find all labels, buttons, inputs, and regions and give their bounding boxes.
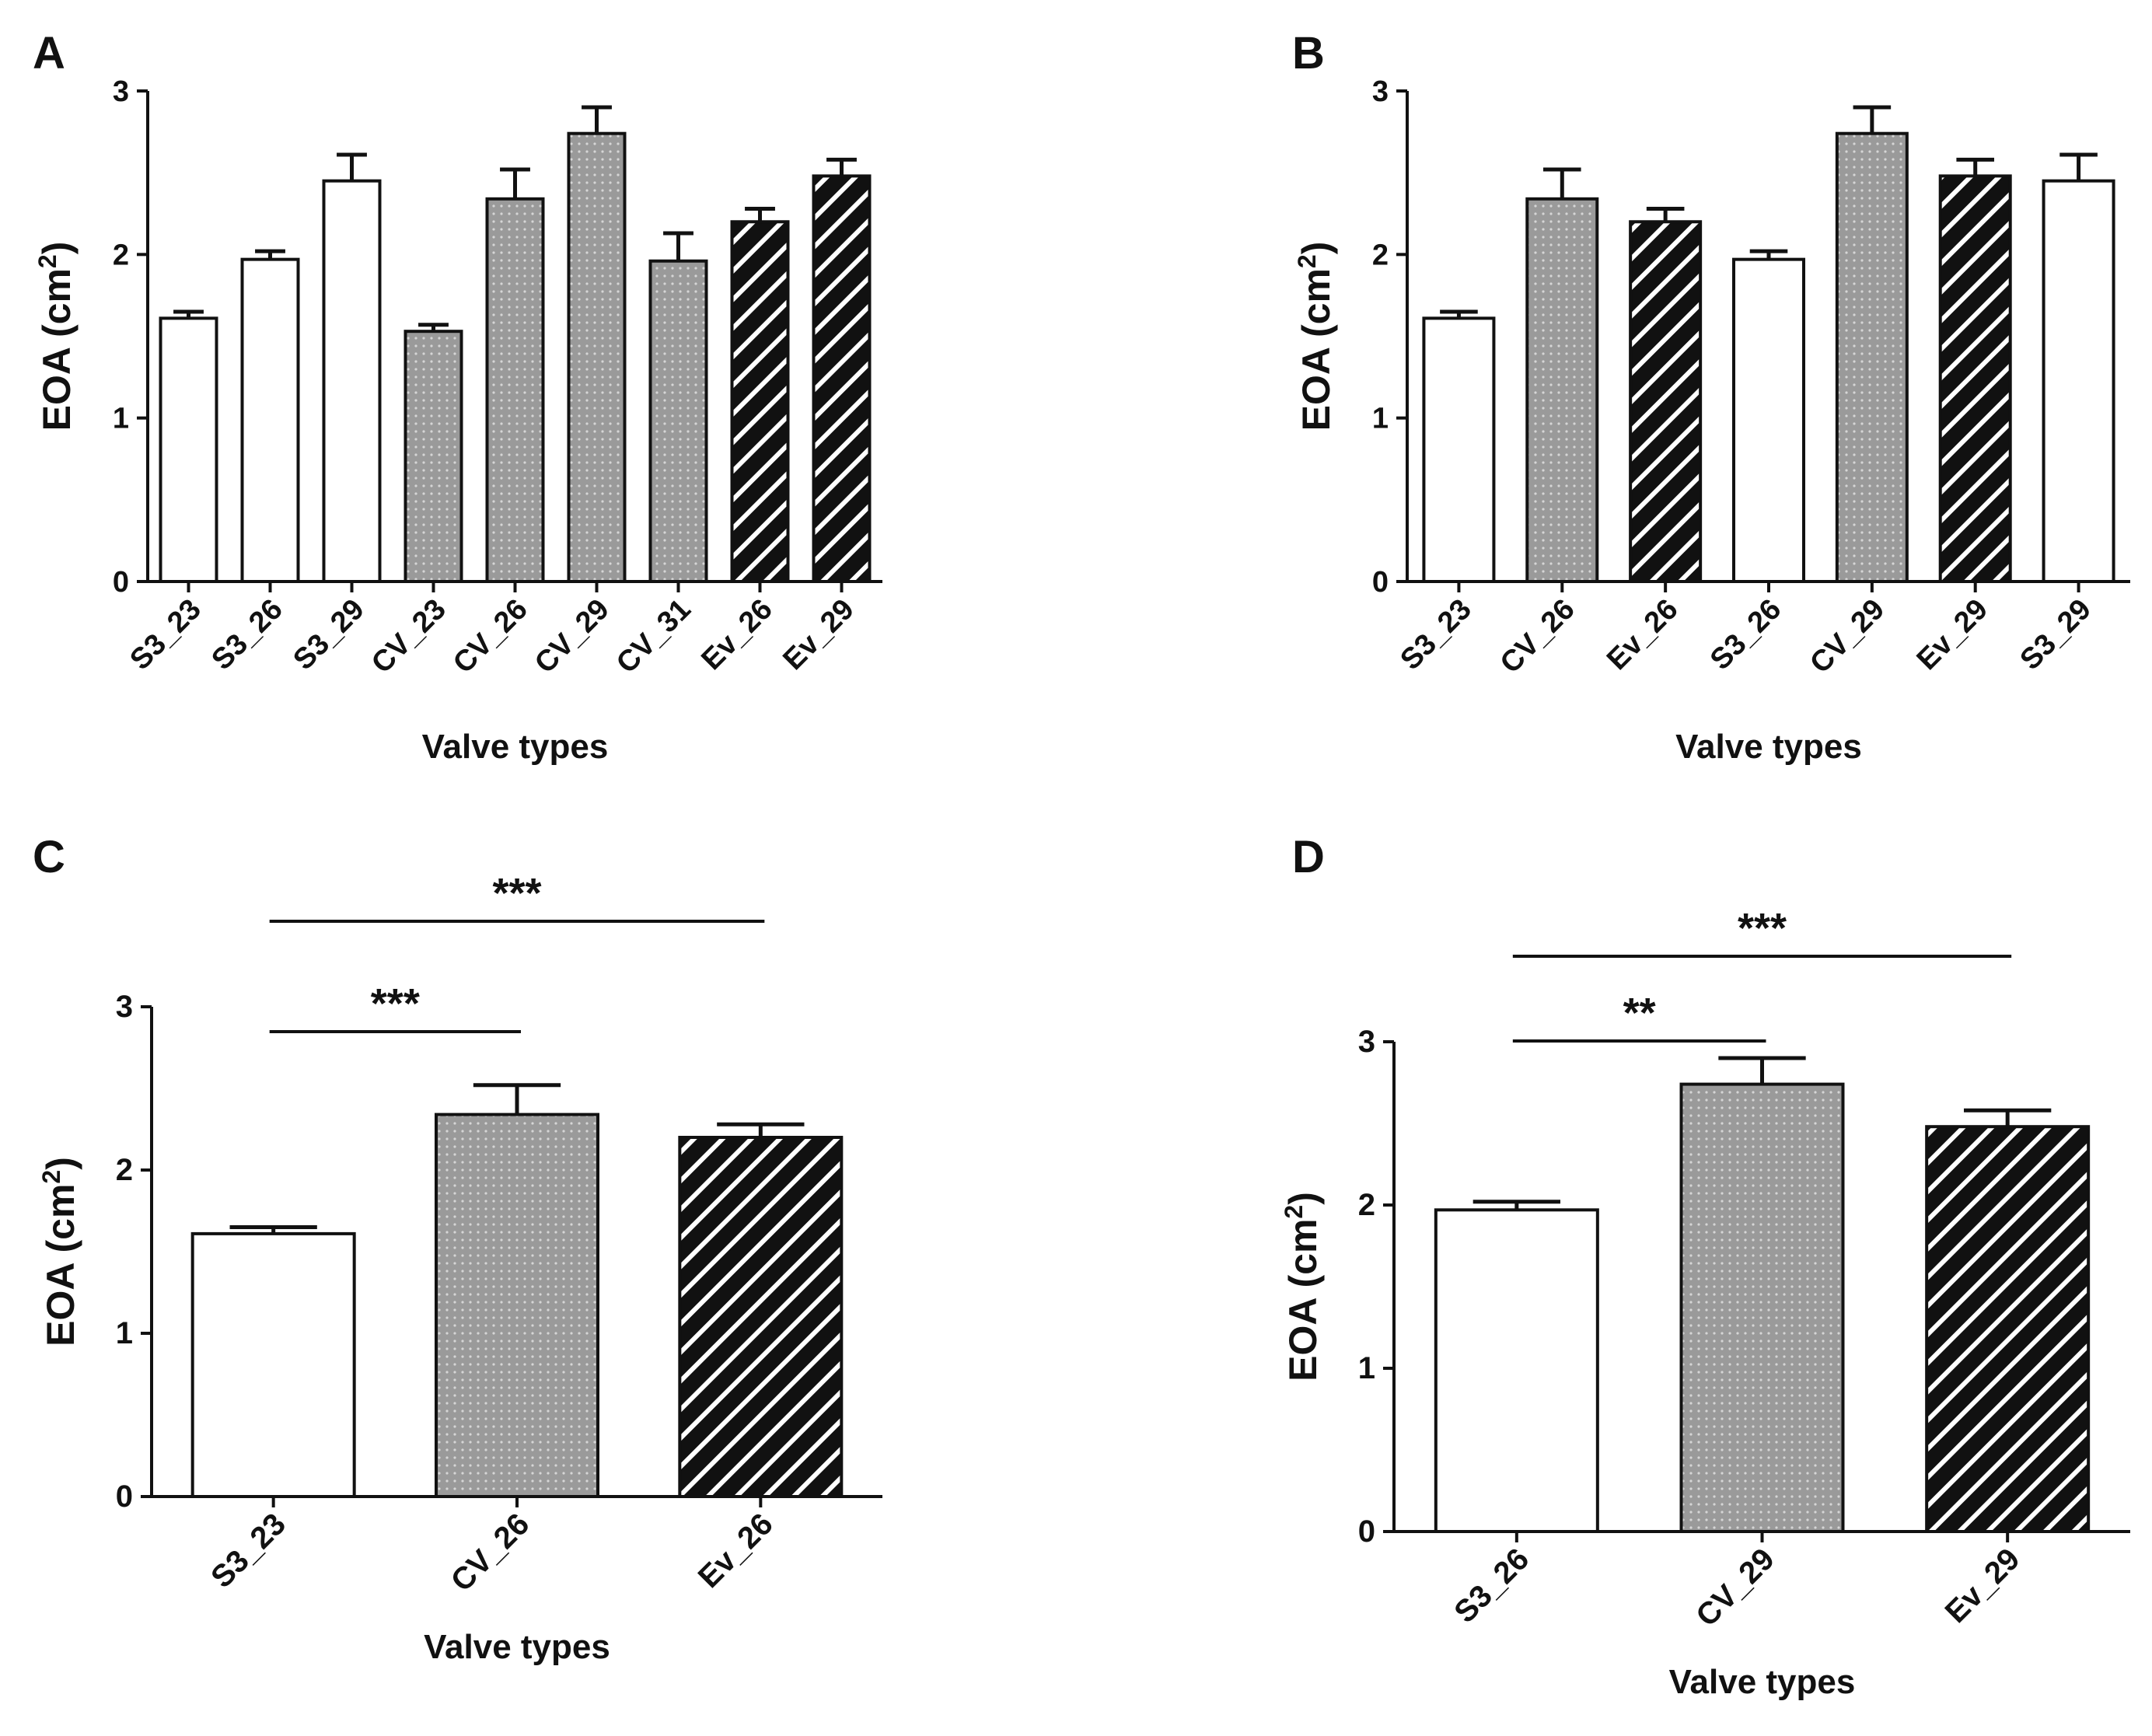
bar	[1938, 174, 2012, 583]
bar	[730, 220, 790, 583]
bar	[2042, 179, 2115, 583]
bar	[1422, 316, 1496, 583]
x-tick-label: Ev_26	[1601, 593, 1684, 676]
y-tick-label: 0	[1358, 1514, 1375, 1549]
y-tick-label: 1	[113, 403, 129, 435]
x-tick-label: S3_23	[204, 1507, 292, 1595]
bar	[1629, 220, 1703, 583]
bar	[1434, 1208, 1599, 1534]
y-tick-label: 0	[1372, 566, 1389, 599]
bar	[322, 179, 382, 583]
y-tick-label: 0	[116, 1479, 133, 1514]
y-tick-label: 1	[116, 1316, 133, 1350]
bar	[1679, 1082, 1845, 1533]
y-tick-label: 3	[1358, 1025, 1375, 1059]
bar	[678, 1136, 844, 1498]
x-tick-label: Ev_29	[777, 593, 860, 676]
x-axis-title: Valve types	[1675, 728, 1862, 766]
bar	[812, 174, 872, 583]
bar	[567, 131, 627, 584]
y-tick-label: 2	[116, 1153, 133, 1187]
bar	[240, 257, 300, 583]
panel-d: D 0 1 2 3 S3_26 CV_29 Ev_29 Valve types EOA (cm2…	[1280, 832, 2130, 1701]
y-axis-title: EOA (cm2)	[37, 1157, 82, 1347]
y-tick-label: 2	[1358, 1188, 1375, 1222]
chart-c: 0 1 2 3 S3_23 CV_26 Ev_26 Valve types EOA (cm2) *…	[37, 870, 882, 1666]
x-tick-label: CV_29	[1804, 593, 1891, 680]
bar	[435, 1113, 599, 1498]
x-tick-label: Ev_26	[695, 593, 778, 676]
x-tick-label: CV_26	[447, 593, 534, 680]
y-tick-label: 1	[1372, 403, 1389, 435]
y-tick-label: 2	[1372, 239, 1389, 271]
y-tick-label: 1	[1358, 1351, 1375, 1385]
significance-label: ***	[371, 980, 420, 1027]
x-tick-label: S3_29	[2014, 593, 2098, 676]
x-tick-label: Ev_29	[1911, 593, 1994, 676]
x-tick-label: CV_31	[610, 593, 697, 680]
y-tick-label: 3	[113, 75, 129, 108]
bar	[404, 330, 463, 583]
x-tick-label: CV_26	[445, 1507, 536, 1598]
x-axis-title: Valve types	[424, 1628, 610, 1666]
x-tick-label: S3_26	[1448, 1542, 1535, 1629]
panel-label: B	[1292, 28, 1325, 79]
y-axis-title: EOA (cm2)	[33, 242, 79, 431]
bar	[1525, 197, 1599, 583]
panel-label: A	[33, 28, 65, 79]
bar	[1835, 131, 1909, 584]
x-tick-label: Ev_29	[1939, 1542, 2027, 1629]
bar	[1732, 257, 1805, 583]
x-tick-label: Ev_26	[692, 1507, 780, 1595]
bar	[1925, 1125, 2091, 1533]
panel-b: B 0 1 2 3 S3_23 CV_26 Ev_26 S3_26 CV_29 Ev_29 S3_2…	[1292, 28, 2130, 766]
x-tick-label: S3_26	[1704, 593, 1787, 676]
y-tick-label: 0	[113, 566, 129, 599]
y-tick-label: 3	[1372, 75, 1389, 108]
panel-label: C	[33, 832, 65, 882]
bar	[190, 1231, 356, 1499]
y-tick-label: 2	[113, 239, 129, 271]
chart-b: 0 1 2 3 S3_23 CV_26 Ev_26 S3_26 CV_29 Ev_29 S3_29 V…	[1293, 75, 2130, 766]
bar	[485, 197, 545, 583]
x-axis-title: Valve types	[422, 728, 609, 766]
significance-label: ***	[1738, 905, 1787, 952]
y-axis-title: EOA (cm2)	[1293, 242, 1338, 431]
bar	[159, 316, 218, 583]
x-tick-label: CV_23	[365, 593, 452, 680]
x-tick-label: S3_23	[124, 593, 207, 676]
x-axis-title: Valve types	[1669, 1663, 1856, 1701]
panel-label: D	[1292, 832, 1325, 882]
y-tick-label: 3	[116, 990, 133, 1024]
x-tick-label: CV_26	[1494, 593, 1581, 680]
x-tick-label: CV_29	[529, 593, 616, 680]
panel-a: A 0 1 2 3 S3_23S3_26S3_29CV_23CV_26CV_29CV_3…	[33, 28, 882, 766]
y-axis-title: EOA (cm2)	[1280, 1192, 1325, 1381]
significance-label: **	[1623, 990, 1656, 1036]
x-tick-label: S3_29	[287, 593, 370, 676]
x-tick-label: S3_26	[205, 593, 288, 676]
x-tick-label: S3_23	[1394, 593, 1477, 676]
x-tick-label: CV_29	[1689, 1542, 1781, 1633]
chart-a: 0123S3_23S3_26S3_29CV_23CV_26CV_29CV_31E…	[33, 75, 882, 766]
chart-d: 0 1 2 3 S3_26 CV_29 Ev_29 Valve types EOA (cm2) *…	[1280, 905, 2130, 1701]
bar	[648, 259, 708, 583]
panel-c: C 0 1 2 3 S3_23 CV_26 Ev_26 Valve types EOA (cm2…	[33, 832, 882, 1666]
significance-label: ***	[492, 870, 541, 917]
